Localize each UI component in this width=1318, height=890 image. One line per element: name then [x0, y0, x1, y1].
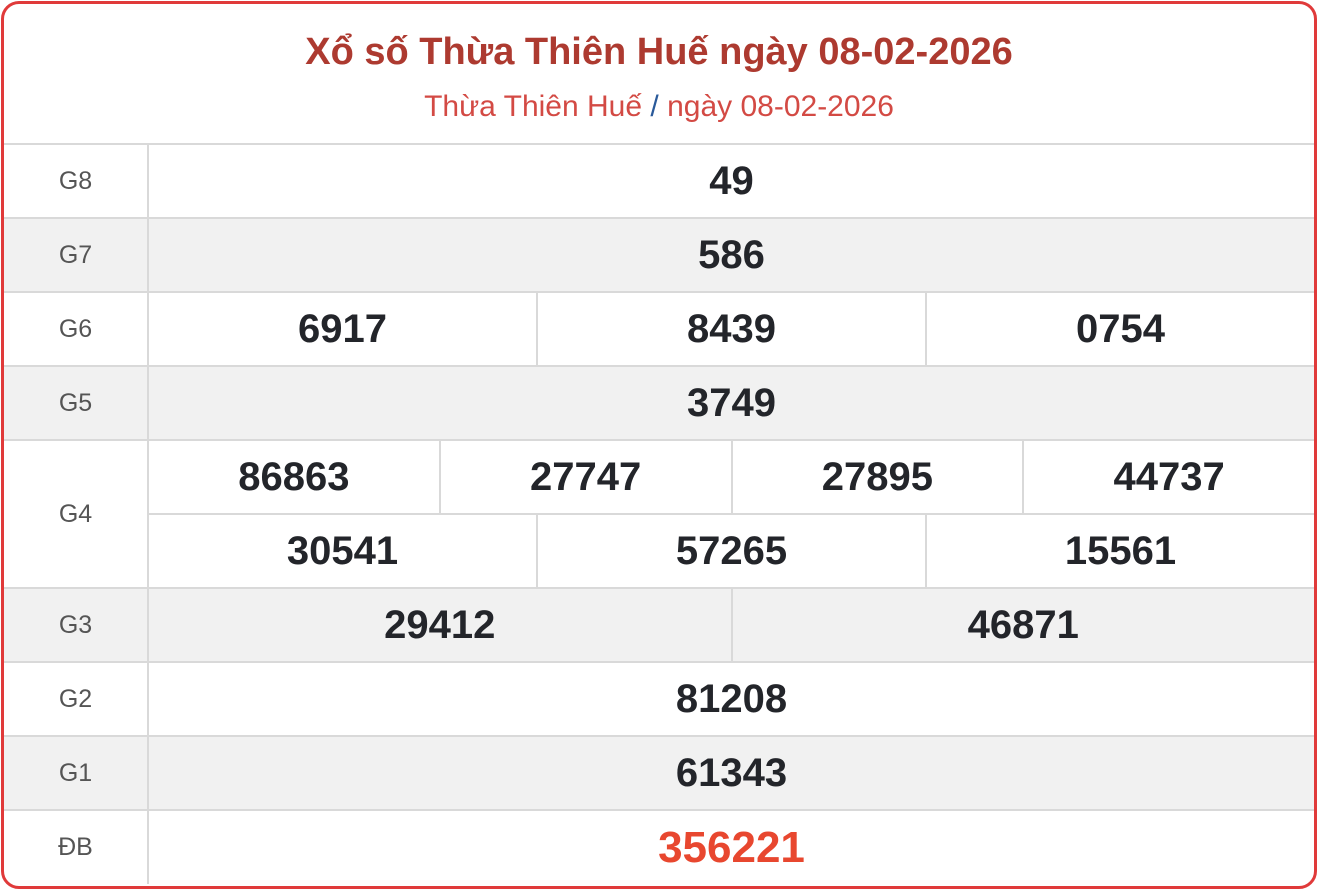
prize-line: 30541 57265 15561 [149, 513, 1314, 587]
prize-label: G3 [4, 589, 149, 661]
prize-number: 27895 [730, 441, 1023, 513]
prize-label: G5 [4, 367, 149, 439]
prize-number: 29412 [384, 602, 496, 647]
prize-line: 29412 46871 [149, 589, 1314, 661]
prize-number: 8439 [536, 293, 925, 365]
prize-values: 49 [149, 145, 1314, 217]
prize-number: 6917 [298, 306, 387, 351]
prize-number: 0754 [925, 293, 1314, 365]
prize-row-g2: G2 81208 [4, 663, 1314, 737]
prize-line: 61343 [149, 737, 1314, 809]
results-table: G8 49 G7 586 G6 6917 8439 0754 G5 3749 G4 86863 2774… [4, 145, 1314, 884]
prize-number: 49 [709, 158, 754, 203]
prize-label: G4 [4, 441, 149, 587]
prize-line: 49 [149, 145, 1314, 217]
prize-values: 29412 46871 [149, 589, 1314, 661]
prize-line: 586 [149, 219, 1314, 291]
prize-number: 44737 [1022, 441, 1314, 513]
prize-number: 57265 [536, 515, 925, 587]
prize-number: 3749 [687, 380, 776, 425]
breadcrumb-province-link[interactable]: Thừa Thiên Huế [424, 90, 643, 123]
prize-label: G1 [4, 737, 149, 809]
prize-label: G8 [4, 145, 149, 217]
prize-line: 3749 [149, 367, 1314, 439]
prize-values: 356221 [149, 811, 1314, 884]
prize-values: 6917 8439 0754 [149, 293, 1314, 365]
prize-row-g3: G3 29412 46871 [4, 589, 1314, 663]
breadcrumb: Thừa Thiên Huế / ngày 08-02-2026 [4, 90, 1314, 124]
prize-values: 61343 [149, 737, 1314, 809]
prize-number: 86863 [238, 454, 350, 499]
prize-line: 6917 8439 0754 [149, 293, 1314, 365]
prize-number: 15561 [925, 515, 1314, 587]
prize-row-g6: G6 6917 8439 0754 [4, 293, 1314, 367]
prize-values: 86863 27747 27895 44737 30541 57265 15561 [149, 441, 1314, 587]
prize-row-g7: G7 586 [4, 219, 1314, 293]
prize-label: G6 [4, 293, 149, 365]
prize-label: ĐB [4, 811, 149, 884]
prize-label: G2 [4, 663, 149, 735]
prize-row-special: ĐB 356221 [4, 811, 1314, 884]
breadcrumb-date-link[interactable]: ngày 08-02-2026 [667, 90, 894, 123]
prize-number: 46871 [730, 589, 1315, 661]
prize-number: 61343 [675, 750, 788, 795]
prize-line: 86863 27747 27895 44737 [149, 441, 1314, 513]
prize-row-g5: G5 3749 [4, 367, 1314, 441]
prize-number: 586 [698, 232, 765, 277]
prize-values: 586 [149, 219, 1314, 291]
prize-row-g1: G1 61343 [4, 737, 1314, 811]
prize-row-g4: G4 86863 27747 27895 44737 30541 57265 15561 [4, 441, 1314, 589]
prize-number: 30541 [286, 528, 399, 573]
prize-label: G7 [4, 219, 149, 291]
prize-values: 81208 [149, 663, 1314, 735]
results-header: Xổ số Thừa Thiên Huế ngày 08-02-2026 Thừ… [4, 4, 1314, 145]
prize-line: 356221 [149, 811, 1314, 884]
special-prize-number: 356221 [658, 822, 805, 872]
prize-values: 3749 [149, 367, 1314, 439]
prize-line: 81208 [149, 663, 1314, 735]
prize-number: 81208 [675, 676, 788, 721]
prize-row-g8: G8 49 [4, 145, 1314, 219]
breadcrumb-separator: / [650, 90, 659, 123]
prize-number: 27747 [438, 441, 731, 513]
page-title: Xổ số Thừa Thiên Huế ngày 08-02-2026 [305, 31, 1013, 73]
